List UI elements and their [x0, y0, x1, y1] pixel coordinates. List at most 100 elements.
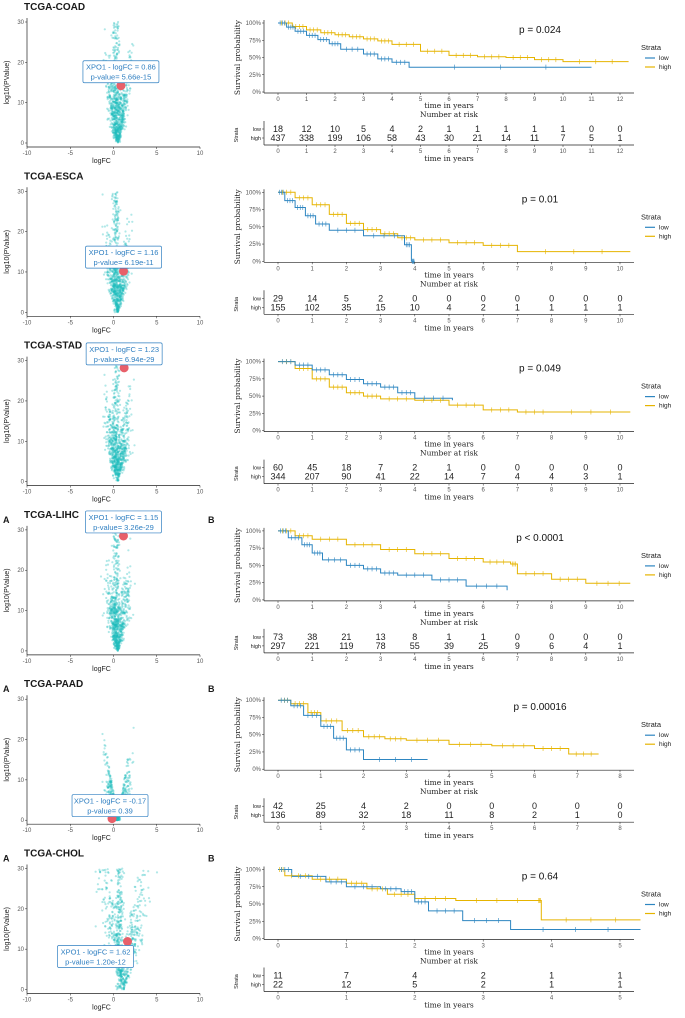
volcano-point [119, 123, 122, 126]
risk-count-high: 338 [299, 133, 314, 143]
volcano-point [122, 115, 125, 118]
survival-y-tick-label: 25% [249, 73, 262, 79]
volcano-point [109, 780, 112, 784]
panel-label-b: B [208, 515, 215, 525]
volcano-point [129, 580, 132, 583]
risk-count-high: 1 [617, 133, 622, 143]
volcano-point [109, 626, 112, 629]
volcano-point [108, 235, 111, 239]
volcano-point [129, 537, 132, 540]
volcano-point [121, 117, 124, 120]
volcano-point [112, 123, 115, 127]
volcano-point [124, 93, 127, 96]
survival-x-tick-label: 8 [550, 436, 554, 442]
risk-count-high: 22 [410, 472, 420, 482]
volcano-point [107, 415, 110, 418]
volcano-x-tick-label: 10 [197, 490, 204, 496]
volcano-point [115, 97, 118, 100]
volcano-point [110, 579, 113, 583]
risk-count-high: 1 [549, 302, 554, 312]
volcano-point [115, 412, 118, 415]
volcano-x-label: logFC [92, 497, 111, 504]
volcano-point [126, 619, 129, 622]
volcano-point [125, 454, 128, 457]
risk-x-tick-label: 10 [617, 488, 624, 494]
volcano-point [123, 98, 126, 101]
volcano-point [116, 139, 119, 142]
volcano-point [104, 422, 107, 425]
risk-count-high: 5 [589, 133, 594, 143]
volcano-point [111, 287, 114, 291]
volcano-point [122, 783, 125, 786]
volcano-point [125, 243, 128, 246]
volcano-point [109, 90, 113, 93]
risk-x-tick-label: 8 [550, 318, 554, 324]
survival-y-tick-label: 0% [252, 90, 261, 96]
volcano-point [108, 94, 112, 97]
volcano-point [108, 766, 111, 769]
volcano-point [105, 559, 108, 563]
volcano-point [105, 396, 108, 399]
volcano-point [116, 126, 119, 129]
volcano-point [108, 87, 111, 90]
volcano-point [117, 110, 120, 113]
volcano-x-tick-label: 5 [155, 490, 159, 496]
volcano-point [108, 117, 111, 120]
risk-count-high: 14 [501, 133, 511, 143]
volcano-point [114, 585, 117, 589]
volcano-point [129, 407, 132, 410]
volcano-point [111, 111, 114, 114]
volcano-y-tick-label: 0 [21, 649, 25, 655]
volcano-point [130, 229, 134, 232]
volcano-point [120, 102, 123, 105]
volcano-point [129, 565, 132, 568]
volcano-point [117, 392, 120, 395]
volcano-point [113, 57, 116, 60]
volcano-point [118, 232, 121, 235]
volcano-point [112, 556, 115, 559]
volcano-point [112, 382, 115, 386]
volcano-point [115, 136, 118, 139]
volcano-point [110, 108, 113, 111]
volcano-point [108, 785, 111, 788]
volcano-point [113, 552, 116, 555]
volcano-point [108, 94, 112, 97]
volcano-point [113, 114, 116, 117]
volcano-point [115, 134, 118, 137]
volcano-point [102, 593, 105, 596]
volcano-point [116, 34, 119, 37]
volcano-point [121, 124, 125, 127]
survival-curve-low [278, 530, 508, 591]
volcano-point [119, 136, 122, 139]
volcano-point [120, 128, 123, 131]
volcano-point [120, 124, 123, 127]
volcano-point [112, 613, 115, 616]
volcano-point [117, 433, 120, 436]
volcano-point [106, 576, 109, 580]
volcano-x-tick-label: -10 [23, 320, 32, 326]
volcano-point [105, 278, 108, 281]
volcano-point [107, 783, 110, 786]
cancer-title: TCGA-STAD [24, 341, 82, 352]
volcano-point [113, 100, 116, 104]
volcano-point [128, 415, 131, 418]
volcano-point [106, 96, 109, 99]
volcano-point [122, 119, 125, 122]
volcano-point [110, 125, 113, 129]
volcano-x-tick-label: -5 [68, 828, 74, 834]
volcano-point [111, 440, 114, 443]
risk-x-tick-label: 1 [305, 149, 309, 155]
volcano-point [120, 114, 123, 117]
volcano-point [122, 97, 125, 100]
volcano-point [114, 132, 117, 135]
volcano-point [111, 409, 114, 412]
volcano-point [117, 103, 121, 107]
volcano-point [108, 413, 112, 416]
volcano-point [116, 408, 119, 411]
volcano-point [126, 572, 129, 576]
volcano-point [115, 136, 118, 139]
volcano-point [120, 122, 123, 125]
volcano-point [114, 131, 117, 134]
volcano-point [112, 129, 115, 132]
